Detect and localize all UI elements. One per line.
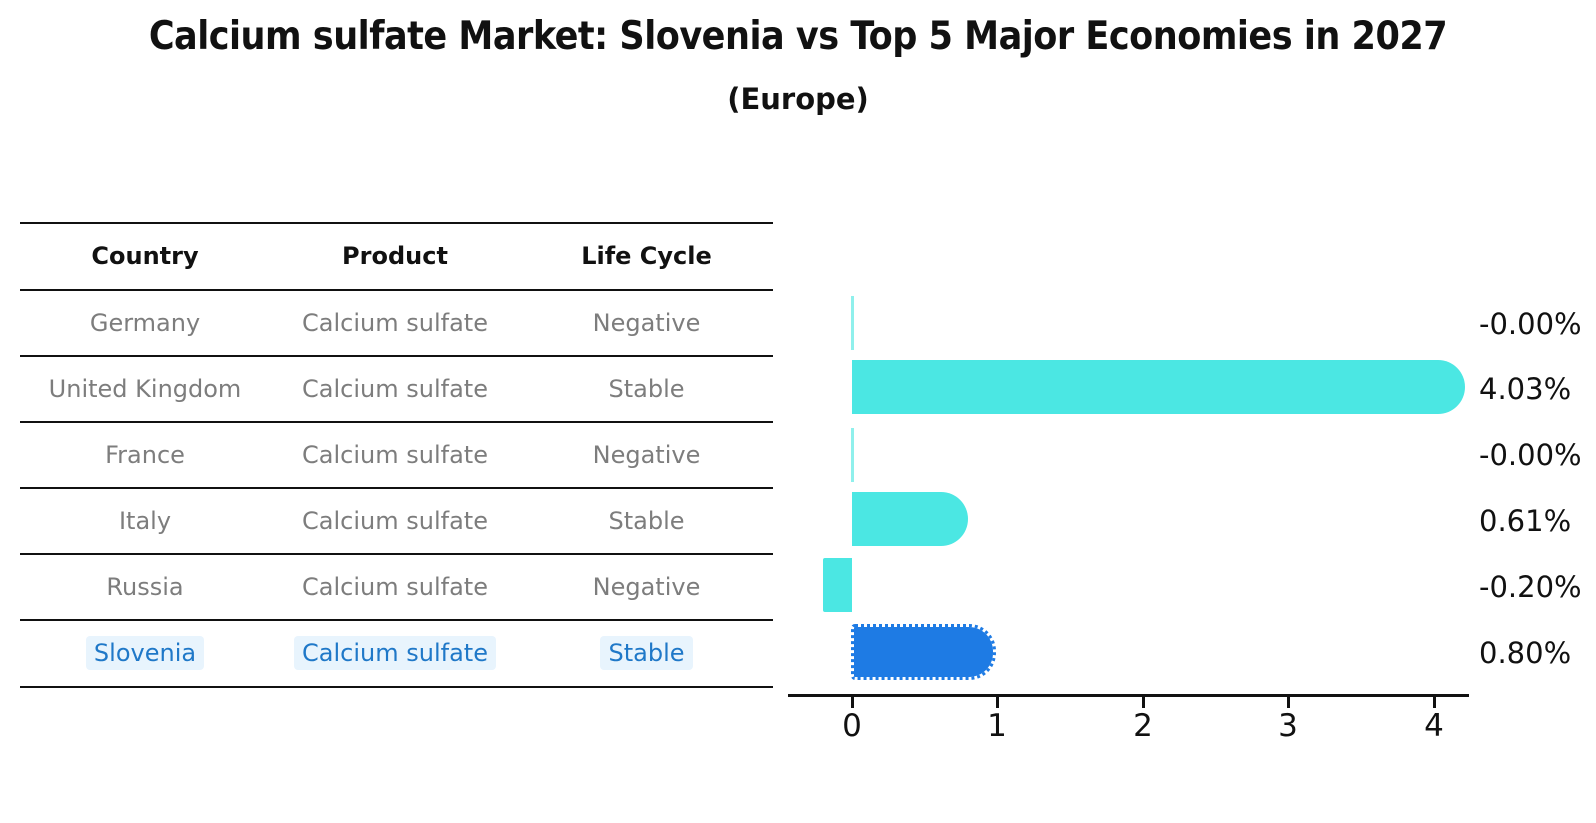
highlighted-text: Stable — [600, 636, 693, 670]
table-rule — [20, 553, 773, 555]
cell-life-cycle: Stable — [520, 636, 773, 670]
bar-france — [851, 428, 854, 482]
cell-country: France — [105, 441, 185, 469]
table-row-france: France Calcium sulfate Negative — [20, 422, 773, 488]
cell-country: Slovenia — [20, 636, 270, 670]
cell-product: Calcium sulfate — [302, 573, 488, 601]
table-rule — [20, 487, 773, 489]
table-row-russia: Russia Calcium sulfate Negative — [20, 554, 773, 620]
value-label-germany: -0.00% — [1479, 307, 1582, 341]
bar-slovenia-highlight — [851, 624, 996, 680]
cell-country: Italy — [118, 507, 172, 535]
table-rule — [20, 686, 773, 688]
table-rule — [20, 355, 773, 357]
value-label-slovenia: 0.80% — [1479, 636, 1572, 670]
x-axis-tick — [1142, 697, 1145, 708]
x-tick-label-3: 3 — [1278, 708, 1298, 744]
table-rule — [20, 619, 773, 621]
x-axis-tick — [851, 697, 854, 708]
x-tick-label-0: 0 — [842, 708, 862, 744]
bar-germany — [851, 296, 854, 350]
cell-product: Calcium sulfate — [302, 441, 488, 469]
cell-country: United Kingdom — [48, 375, 242, 403]
cell-life-cycle: Stable — [608, 375, 685, 403]
cell-product: Calcium sulfate — [302, 507, 488, 535]
cell-life-cycle: Stable — [608, 507, 685, 535]
x-axis-tick — [1433, 697, 1436, 708]
value-label-united-kingdom: 4.03% — [1479, 372, 1572, 406]
chart-subtitle: (Europe) — [727, 82, 869, 116]
column-header-life-cycle: Life Cycle — [581, 242, 712, 270]
table-row-slovenia: Slovenia Calcium sulfate Stable — [20, 620, 773, 686]
cell-product: Calcium sulfate — [270, 636, 520, 670]
x-tick-label-2: 2 — [1133, 708, 1153, 744]
cell-product: Calcium sulfate — [302, 309, 488, 337]
table-header-row: Country Product Life Cycle — [20, 223, 773, 289]
bar-united-kingdom — [852, 360, 1465, 414]
cell-product: Calcium sulfate — [302, 375, 488, 403]
highlighted-text: Calcium sulfate — [294, 636, 496, 670]
cell-life-cycle: Negative — [592, 441, 701, 469]
column-header-country: Country — [91, 242, 199, 270]
bar-italy — [852, 492, 968, 546]
value-label-france: -0.00% — [1479, 438, 1582, 472]
table-rule — [20, 222, 773, 224]
column-header-product: Product — [342, 242, 448, 270]
x-axis-tick — [996, 697, 999, 708]
x-axis-tick — [1287, 697, 1290, 708]
x-tick-label-4: 4 — [1424, 708, 1444, 744]
x-axis-line — [788, 694, 1469, 697]
cell-country: Russia — [106, 573, 184, 601]
chart-title: Calcium sulfate Market: Slovenia vs Top … — [148, 14, 1448, 59]
x-tick-label-1: 1 — [987, 708, 1007, 744]
bar-russia — [823, 558, 852, 612]
cell-life-cycle: Negative — [592, 309, 701, 337]
value-label-russia: -0.20% — [1479, 570, 1582, 604]
table-rule — [20, 289, 773, 291]
table-row-united-kingdom: United Kingdom Calcium sulfate Stable — [20, 356, 773, 422]
cell-country: Germany — [89, 309, 201, 337]
table-row-italy: Italy Calcium sulfate Stable — [20, 488, 773, 554]
cell-life-cycle: Negative — [592, 573, 701, 601]
highlighted-text: Slovenia — [85, 636, 205, 670]
table-row-germany: Germany Calcium sulfate Negative — [20, 290, 773, 356]
value-label-italy: 0.61% — [1479, 504, 1572, 538]
table-rule — [20, 421, 773, 423]
